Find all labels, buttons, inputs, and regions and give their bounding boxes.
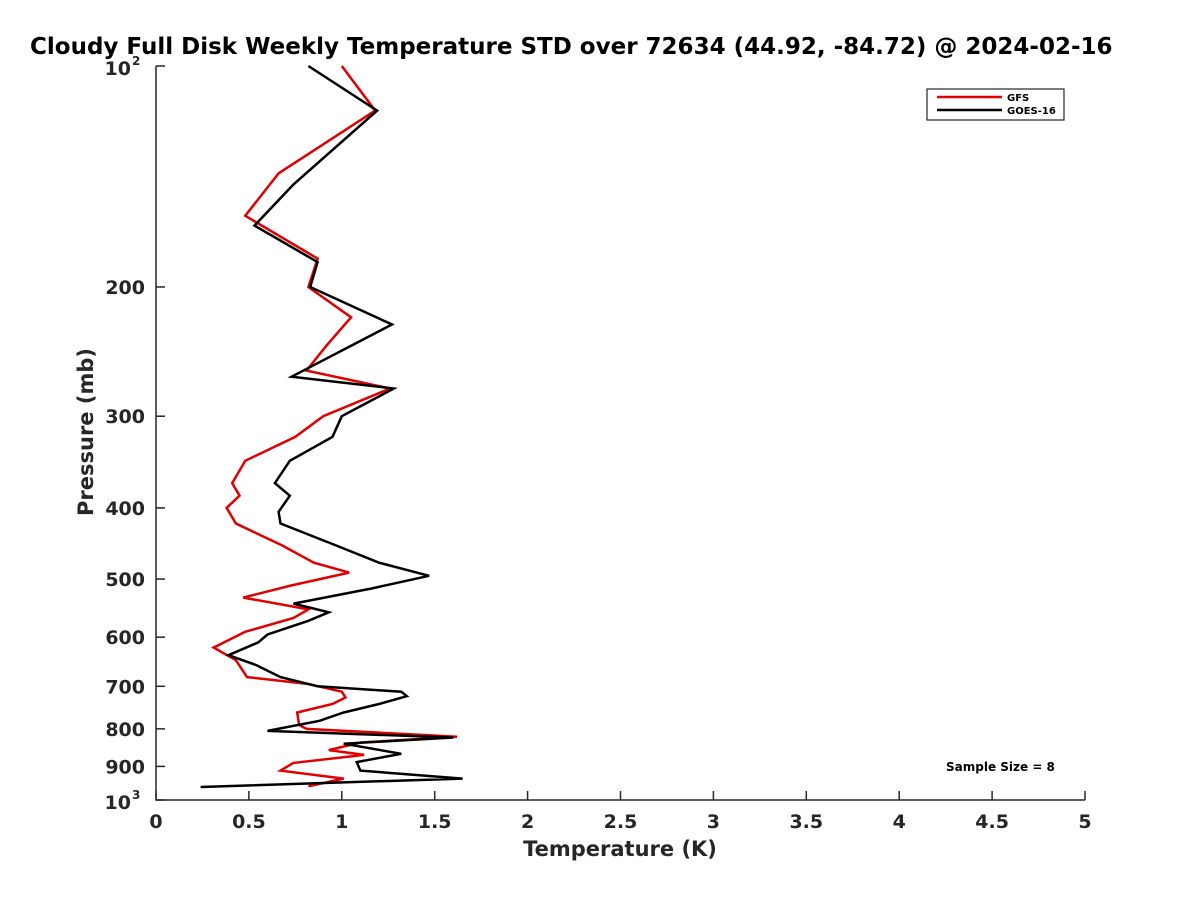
y-tick-label: 700 <box>105 676 145 698</box>
axes-frame <box>155 66 1085 801</box>
y-tick-label: 400 <box>105 498 145 520</box>
x-tick-label: 0.5 <box>232 811 266 833</box>
y-tick-label: 600 <box>105 627 145 649</box>
x-tick-label: 4 <box>893 811 906 833</box>
x-tick-label: 2 <box>521 811 534 833</box>
x-axis-label: Temperature (K) <box>523 837 717 861</box>
y-tick-label: 800 <box>105 719 145 741</box>
chart-title: Cloudy Full Disk Weekly Temperature STD … <box>30 34 1113 60</box>
x-tick-label: 5 <box>1078 811 1091 833</box>
sample-size-annotation: Sample Size = 8 <box>946 760 1055 774</box>
legend-label-goes-16: GOES-16 <box>1007 106 1056 117</box>
x-tick-label: 3 <box>707 811 720 833</box>
series-line-gfs <box>210 65 458 788</box>
y-tick-label: 10 <box>105 792 131 814</box>
x-tick-label: 1.5 <box>418 811 452 833</box>
series-layer <box>200 64 463 789</box>
y-tick-label: 200 <box>105 277 145 299</box>
x-tick-label: 4.5 <box>975 811 1009 833</box>
y-tick-label: 500 <box>105 569 145 591</box>
y-tick-exponent: 2 <box>132 54 140 68</box>
x-tick-label: 2.5 <box>604 811 638 833</box>
x-axis-ticks: 0 0.5 1 1.5 2 2.5 3 3.5 4 4.5 5 <box>149 791 1092 833</box>
x-tick-label: 0 <box>149 811 162 833</box>
x-tick-label: 3.5 <box>789 811 823 833</box>
series-line-goes-16 <box>200 64 463 789</box>
legend-label-gfs: GFS <box>1007 93 1029 104</box>
y-tick-label: 900 <box>105 756 145 778</box>
legend-box <box>926 88 1065 121</box>
y-tick-exponent: 3 <box>132 788 140 802</box>
y-axis-label: Pressure (mb) <box>74 348 98 516</box>
plot-area: 0 0.5 1 1.5 2 2.5 3 3.5 4 4.5 5 10 2200300400500600… <box>105 54 1092 833</box>
legend: GFS GOES-16 <box>926 88 1065 121</box>
y-tick-label: 300 <box>105 406 145 428</box>
x-tick-label: 1 <box>335 811 348 833</box>
y-tick-label: 10 <box>105 58 131 80</box>
